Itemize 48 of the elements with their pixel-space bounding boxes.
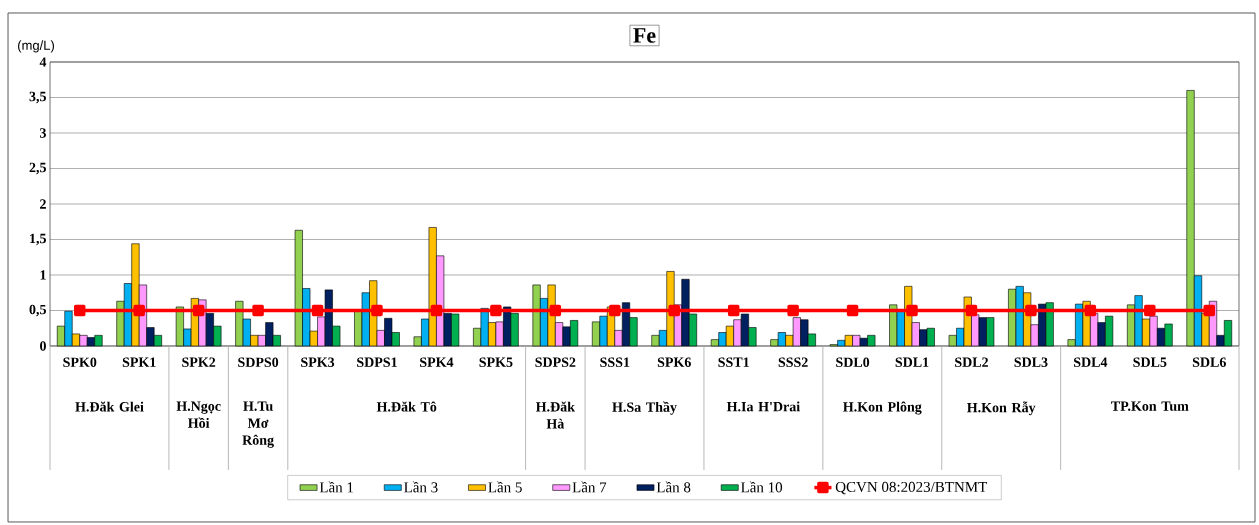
legend-label: Lần 10 bbox=[741, 481, 783, 493]
x-tick-label: SSS2 bbox=[778, 357, 808, 367]
y-tick-label: 1,5 bbox=[30, 233, 46, 246]
text: TP.Kon Tum bbox=[1111, 401, 1189, 411]
x-tick-label: SPK5 bbox=[479, 357, 513, 367]
text: H.Kon Rẫy bbox=[967, 401, 1036, 416]
x-tick-label: SDPS0 bbox=[238, 357, 279, 367]
x-tick-label: SPK1 bbox=[122, 357, 156, 367]
x-tick-label: SDL6 bbox=[1192, 357, 1226, 367]
x-tick-label: SDL5 bbox=[1133, 357, 1167, 367]
x-tick-label: SPK0 bbox=[63, 357, 97, 367]
x-tick-label: SST1 bbox=[718, 357, 749, 367]
y-tick-label: 3,5 bbox=[29, 91, 46, 104]
x-tick-label: SDPS2 bbox=[535, 357, 576, 367]
legend-label: Lần 8 bbox=[656, 481, 691, 493]
x-tick-label: SDL0 bbox=[836, 357, 870, 367]
legend-label: Lần 1 bbox=[319, 481, 354, 493]
text: H.Ngọc Hồi bbox=[176, 401, 221, 428]
x-tick-label: SPK6 bbox=[657, 357, 691, 367]
chart-title: Fe bbox=[633, 28, 656, 43]
y-axis-title: (mg/L) bbox=[18, 40, 54, 53]
x-tick-label: SDL1 bbox=[895, 357, 929, 367]
text: H.Tu Mơ Rông bbox=[242, 401, 274, 448]
x-tick-label: SDL2 bbox=[955, 357, 988, 367]
text: H.Đăk Tô bbox=[376, 401, 437, 412]
x-tick-label: SPK4 bbox=[420, 357, 454, 367]
x-tick-label: SDL4 bbox=[1074, 357, 1108, 367]
text: H.Đăk Hà bbox=[535, 401, 575, 429]
y-tick-label: 4 bbox=[39, 57, 47, 67]
y-tick-label: 2 bbox=[40, 199, 46, 209]
text: H.Đăk Glei bbox=[75, 401, 144, 412]
y-tick-label: 1 bbox=[40, 270, 46, 280]
x-tick-label: SDL3 bbox=[1014, 357, 1048, 367]
y-tick-label: 3 bbox=[40, 128, 47, 138]
text: H.Ia H'Drai bbox=[726, 401, 800, 412]
legend-label: Lần 7 bbox=[572, 481, 607, 493]
x-tick-label: SDPS1 bbox=[357, 357, 397, 367]
y-tick-label: 2,5 bbox=[29, 162, 46, 175]
x-tick-label: SPK3 bbox=[301, 357, 335, 367]
text: H.Sa Thầy bbox=[612, 401, 677, 415]
legend-label: Lần 5 bbox=[488, 481, 522, 493]
x-tick-label: SPK2 bbox=[182, 357, 216, 367]
text: H.Kon Plông bbox=[843, 401, 922, 415]
legend-label: QCVN 08:2023/BTNMT bbox=[835, 481, 988, 495]
legend-label: Lần 3 bbox=[404, 481, 438, 493]
y-tick-label: 0,5 bbox=[29, 304, 46, 317]
y-tick-label: 0 bbox=[40, 341, 46, 351]
x-tick-label: SSS1 bbox=[600, 357, 630, 367]
